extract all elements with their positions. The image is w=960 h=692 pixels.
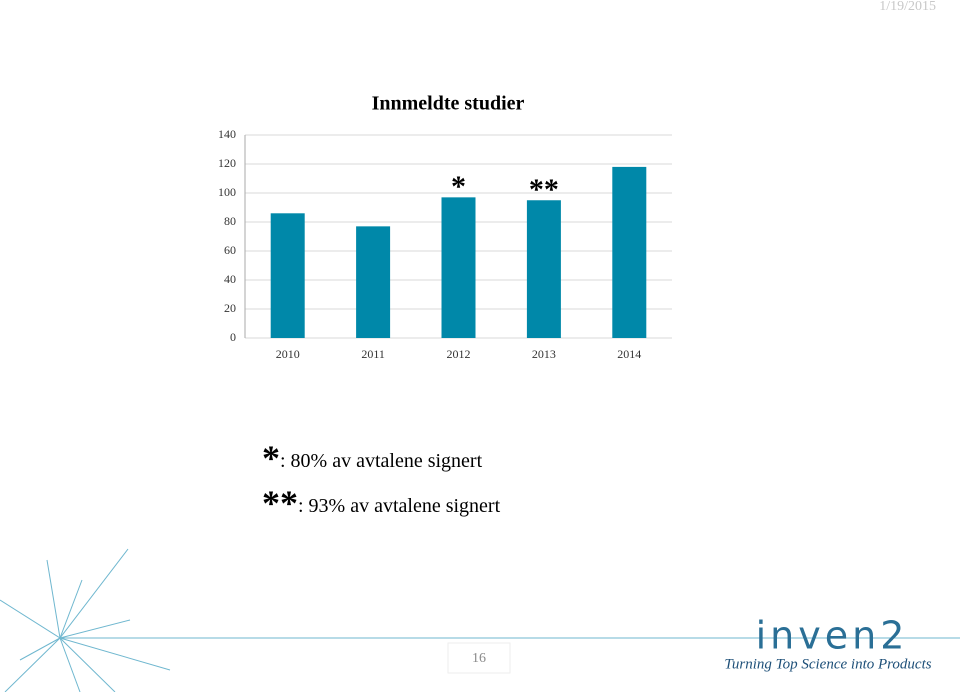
notes: *: 80% av avtalene signert **: 93% av avt…	[262, 438, 501, 523]
x-tick-label: 2012	[447, 347, 471, 361]
bar	[441, 197, 476, 338]
page-number: 16	[472, 651, 486, 666]
y-tick-label: 100	[218, 185, 236, 199]
x-tick-label: 2010	[276, 347, 300, 361]
annotation: **	[529, 173, 559, 206]
note: *: 80% av avtalene signert	[262, 438, 483, 478]
decoration	[0, 548, 960, 692]
note-mark: *	[262, 438, 280, 478]
y-tick-label: 120	[218, 156, 236, 170]
annotation: *	[451, 170, 466, 203]
bar	[356, 226, 391, 338]
x-tick-label: 2013	[532, 347, 556, 361]
page-number-box	[447, 642, 511, 674]
y-tick-label: 140	[218, 127, 236, 141]
y-tick-label: 80	[224, 214, 236, 228]
note: **: 93% av avtalene signert	[262, 483, 501, 523]
bar	[526, 200, 561, 338]
x-tick-label: 2014	[617, 347, 641, 361]
chart-title: Innmeldte studier	[372, 93, 525, 115]
y-tick-label: 0	[230, 330, 236, 344]
logo: inven2	[756, 614, 909, 658]
date: 1/19/2015	[879, 0, 936, 14]
bar	[270, 213, 305, 338]
x-tick-label: 2011	[361, 347, 385, 361]
note-text: : 93% av avtalene signert	[298, 495, 501, 517]
note-mark: **	[262, 483, 298, 523]
y-tick-label: 20	[224, 301, 236, 315]
logo-tagline: Turning Top Science into Products	[724, 656, 931, 672]
y-tick-label: 60	[224, 243, 236, 257]
note-text: : 80% av avtalene signert	[280, 450, 483, 472]
y-tick-label: 40	[224, 272, 236, 286]
bar	[612, 166, 647, 338]
